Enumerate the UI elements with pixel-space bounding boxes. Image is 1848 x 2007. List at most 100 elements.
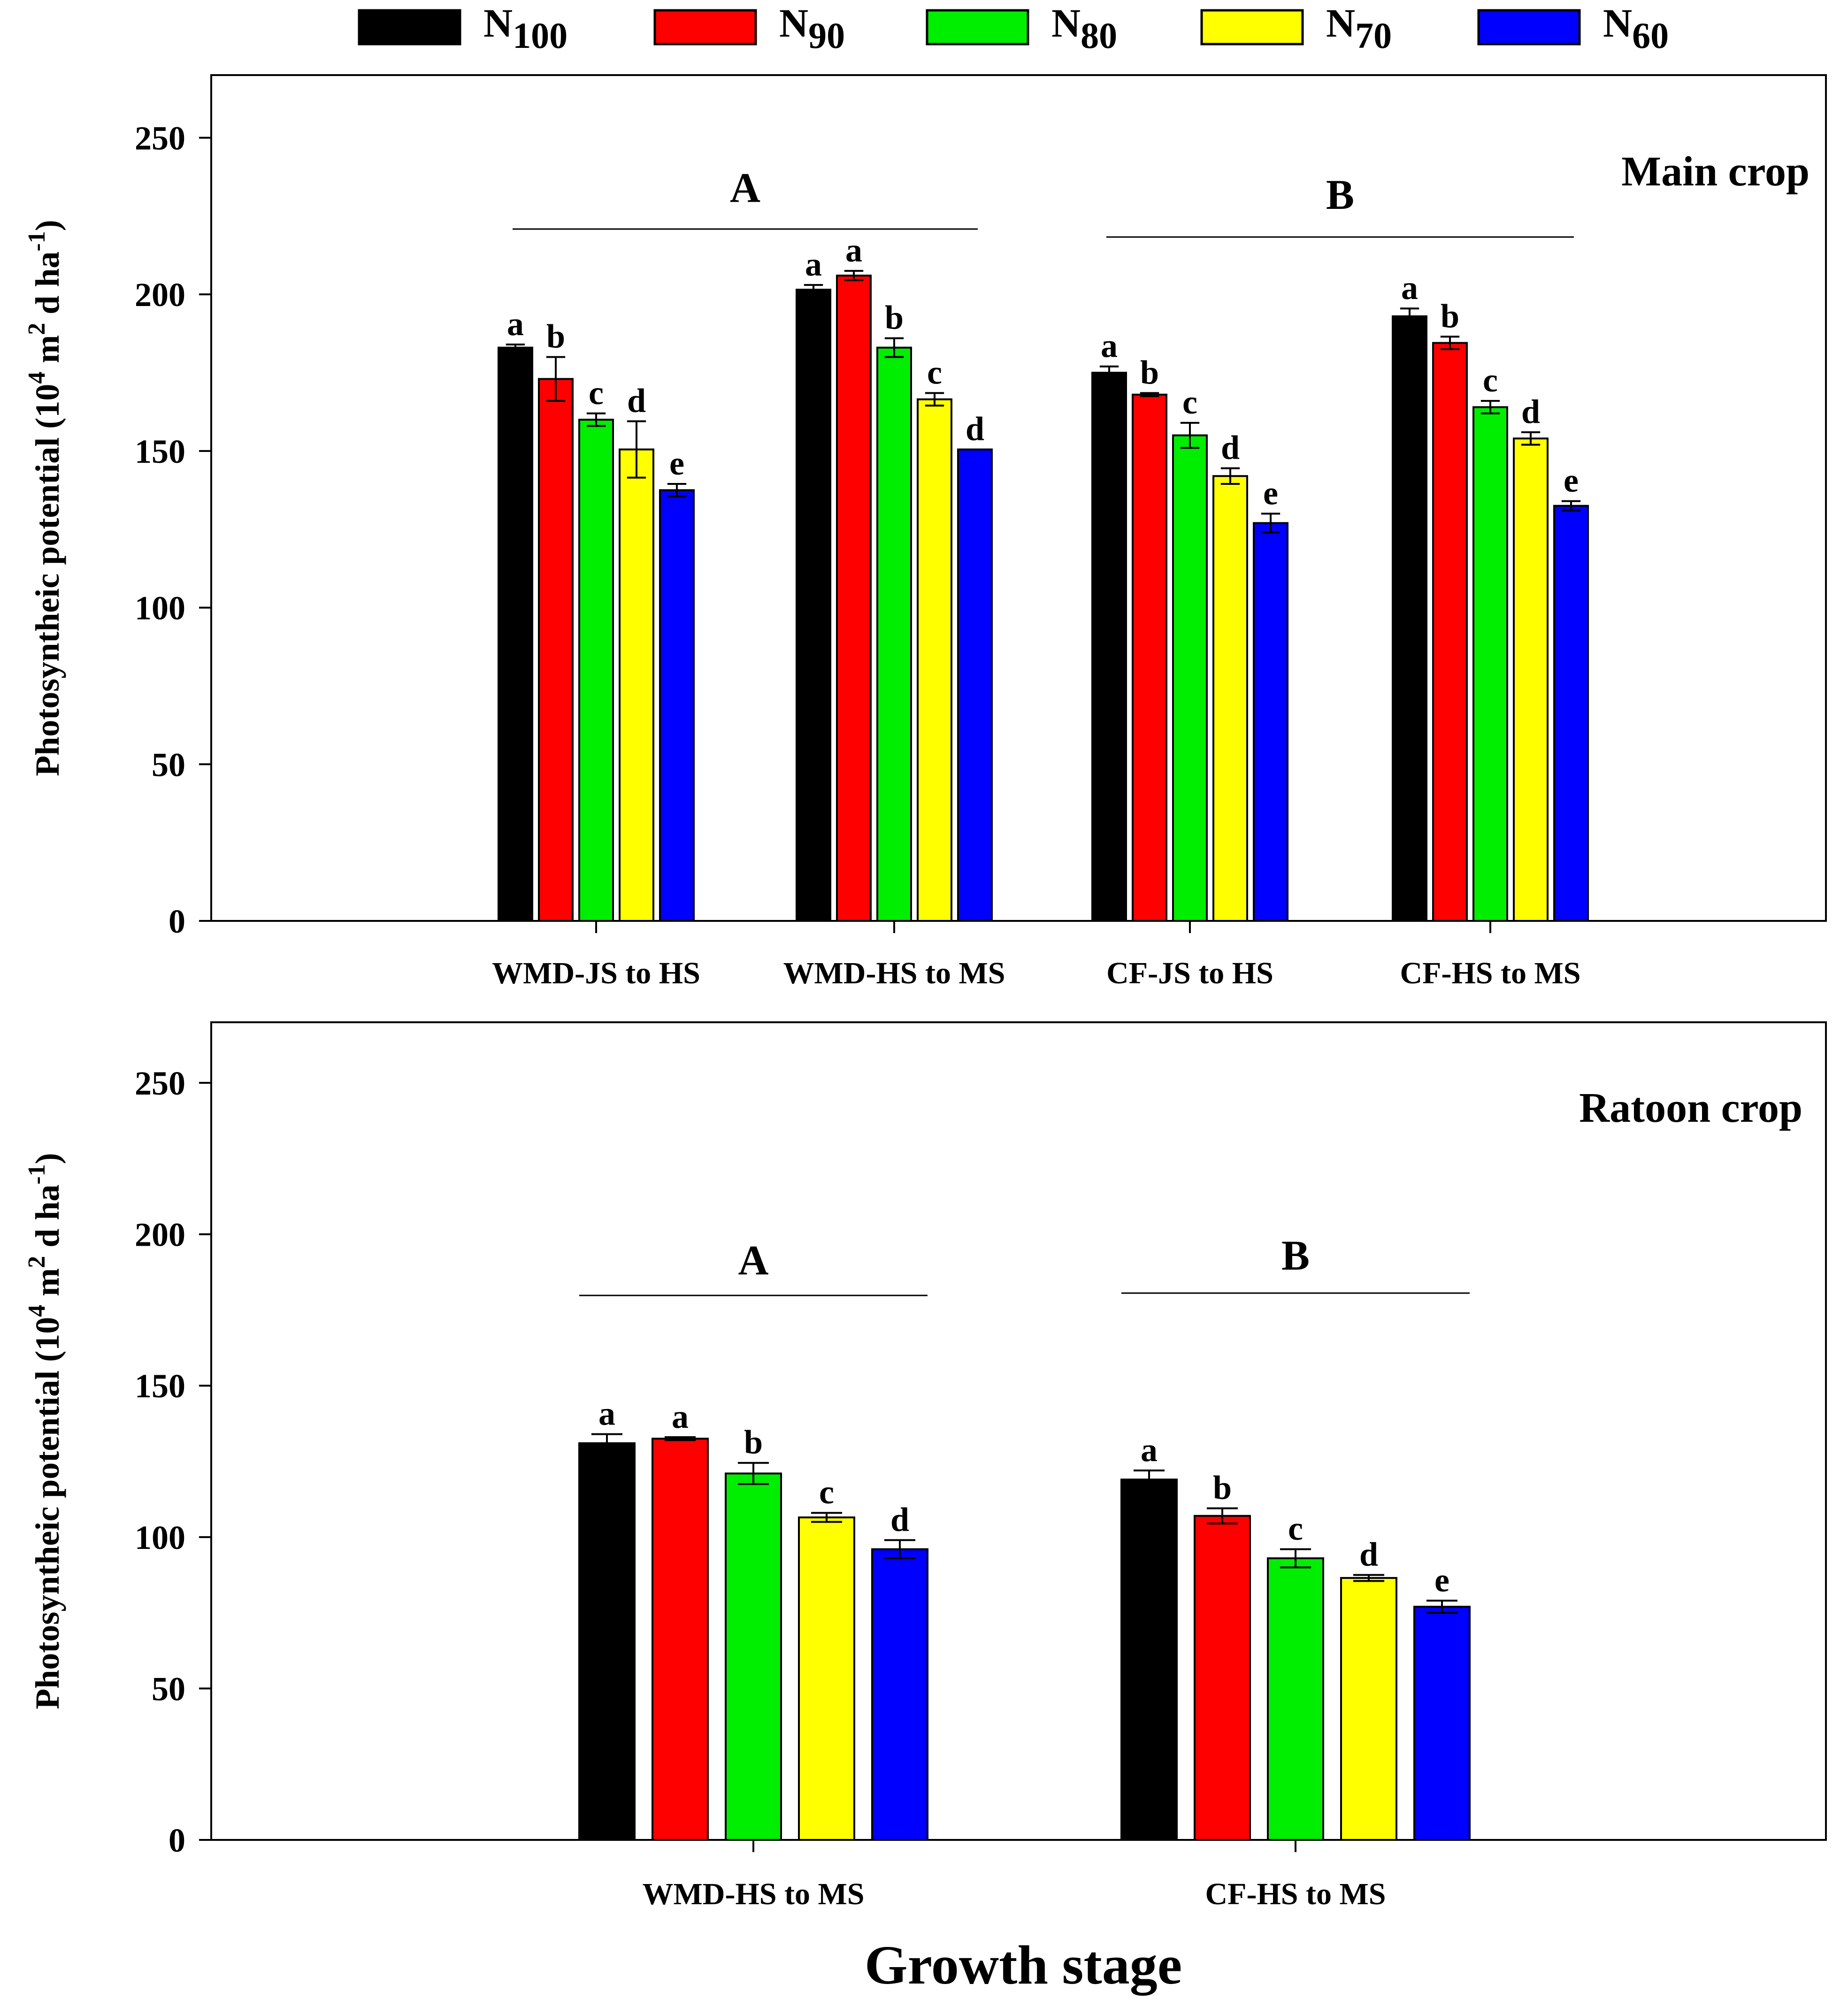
- bar-N100-CF-JS to HS: [1091, 372, 1127, 922]
- legend-label-N90: N90: [779, 0, 845, 56]
- significance-letter: d: [1521, 393, 1540, 430]
- error-bar: [1440, 336, 1460, 350]
- bar-N100-CF-HS to MS: [1120, 1478, 1178, 1841]
- error-bar: [1426, 1600, 1458, 1614]
- x-tick-label: WMD-HS to MS: [643, 1877, 865, 1911]
- y-tick-label: 100: [135, 590, 185, 627]
- error-bar: [884, 1539, 916, 1559]
- bar-N90-WMD-HS to MS: [836, 275, 872, 922]
- error-bar: [811, 1512, 843, 1523]
- significance-letter: a: [672, 1398, 689, 1435]
- error-bar: [1220, 467, 1240, 485]
- bar-N80-CF-HS to MS: [1472, 406, 1508, 922]
- error-bar: [627, 420, 646, 479]
- bar-N90-WMD-JS to HS: [538, 378, 574, 922]
- significance-letter: d: [1359, 1535, 1378, 1573]
- legend-swatch-N70: [1200, 9, 1304, 46]
- significance-letter: a: [1401, 269, 1418, 306]
- y-tick-label: 50: [152, 1670, 185, 1708]
- bar-N70-CF-HS to MS: [1340, 1577, 1397, 1841]
- x-tick-label: WMD-JS to HS: [492, 956, 700, 990]
- legend-swatch-N90: [653, 9, 757, 46]
- group-label: B: [1281, 1233, 1310, 1279]
- error-bar: [844, 270, 864, 282]
- legend-swatch-N80: [926, 9, 1029, 46]
- bar-N100-CF-HS to MS: [1392, 315, 1427, 922]
- significance-letter: a: [805, 245, 822, 283]
- y-tick-label: 100: [135, 1519, 185, 1556]
- legend-swatch-N100: [358, 9, 461, 46]
- error-bar: [1561, 500, 1581, 512]
- group-label: A: [738, 1237, 769, 1284]
- significance-letter: b: [744, 1424, 763, 1461]
- significance-letter: a: [507, 305, 524, 343]
- y-tick-label: 0: [169, 903, 185, 940]
- significance-letter: a: [1101, 327, 1118, 365]
- error-bar: [1521, 431, 1541, 446]
- legend-label-N60: N60: [1603, 0, 1669, 56]
- significance-letter: e: [1263, 474, 1278, 512]
- error-bar: [1206, 1507, 1238, 1524]
- error-bar: [737, 1462, 769, 1485]
- y-tick-label: 150: [135, 433, 185, 470]
- significance-letter: e: [1434, 1561, 1449, 1599]
- error-bar: [1180, 421, 1200, 449]
- legend-label-N80: N80: [1051, 0, 1117, 56]
- error-bar: [664, 1436, 696, 1441]
- y-axis-title: Photosyntheic potential (104 m2 d ha-1): [23, 1153, 66, 1709]
- panel-title: Main crop: [1621, 148, 1810, 195]
- x-tick-label: CF-HS to MS: [1400, 956, 1581, 990]
- error-bar: [1140, 392, 1159, 398]
- significance-letter: c: [927, 353, 942, 391]
- x-tick-label: CF-HS to MS: [1205, 1877, 1386, 1911]
- significance-letter: c: [1288, 1510, 1303, 1547]
- significance-letter: b: [1140, 353, 1159, 391]
- y-tick-label: 200: [135, 276, 185, 314]
- significance-letter: b: [546, 318, 565, 355]
- bar-N80-WMD-JS to HS: [578, 419, 614, 922]
- error-bar: [1133, 1469, 1165, 1490]
- main-crop-panel: 0 50 100 150 200 250 Photosyntheic potential (…: [23, 74, 1827, 990]
- bar-N60-CF-HS to MS: [1553, 505, 1589, 922]
- legend-swatch-N60: [1477, 9, 1581, 46]
- y-tick-label: 150: [135, 1367, 185, 1405]
- significance-letter: b: [1441, 297, 1459, 335]
- error-bar: [586, 412, 606, 427]
- bar-N80-CF-JS to HS: [1172, 434, 1208, 922]
- significance-letter: e: [669, 444, 684, 482]
- bar-N90-CF-HS to MS: [1432, 342, 1468, 922]
- significance-letter: a: [1141, 1431, 1158, 1469]
- x-axis-title: Growth stage: [865, 1934, 1182, 1996]
- bar-N70-WMD-HS to MS: [798, 1516, 855, 1841]
- legend-label-N70: N70: [1326, 0, 1392, 56]
- error-bar: [1261, 513, 1281, 534]
- legend: N100 N90 N80 N70 N60: [358, 0, 1669, 56]
- bar-N100-WMD-HS to MS: [796, 289, 831, 922]
- error-bar: [506, 343, 525, 352]
- bar-N60-CF-HS to MS: [1413, 1606, 1471, 1841]
- bar-N60-WMD-HS to MS: [957, 448, 993, 922]
- error-bar: [804, 284, 823, 296]
- plot-frame: [210, 74, 1827, 922]
- bar-N80-WMD-HS to MS: [876, 346, 912, 922]
- bar-N60-WMD-JS to HS: [659, 489, 695, 922]
- error-bar: [546, 356, 566, 402]
- bar-N100-WMD-HS to MS: [578, 1442, 636, 1841]
- significance-letter: c: [1483, 361, 1498, 399]
- significance-letter: e: [1564, 462, 1579, 499]
- bar-N70-CF-HS to MS: [1513, 437, 1549, 922]
- error-bar: [1280, 1548, 1311, 1569]
- y-tick-label: 50: [152, 746, 185, 783]
- error-bar: [884, 337, 904, 358]
- error-bar: [925, 392, 944, 407]
- plot-frame: [210, 1021, 1827, 1841]
- bar-N90-CF-JS to HS: [1132, 393, 1167, 922]
- significance-letter: d: [966, 410, 984, 448]
- bar-N70-WMD-HS to MS: [917, 398, 952, 922]
- x-tick-label: CF-JS to HS: [1106, 956, 1273, 990]
- significance-letter: b: [885, 299, 904, 337]
- bar-N60-WMD-HS to MS: [871, 1548, 928, 1841]
- error-bar: [591, 1433, 623, 1454]
- y-tick-label: 200: [135, 1216, 185, 1254]
